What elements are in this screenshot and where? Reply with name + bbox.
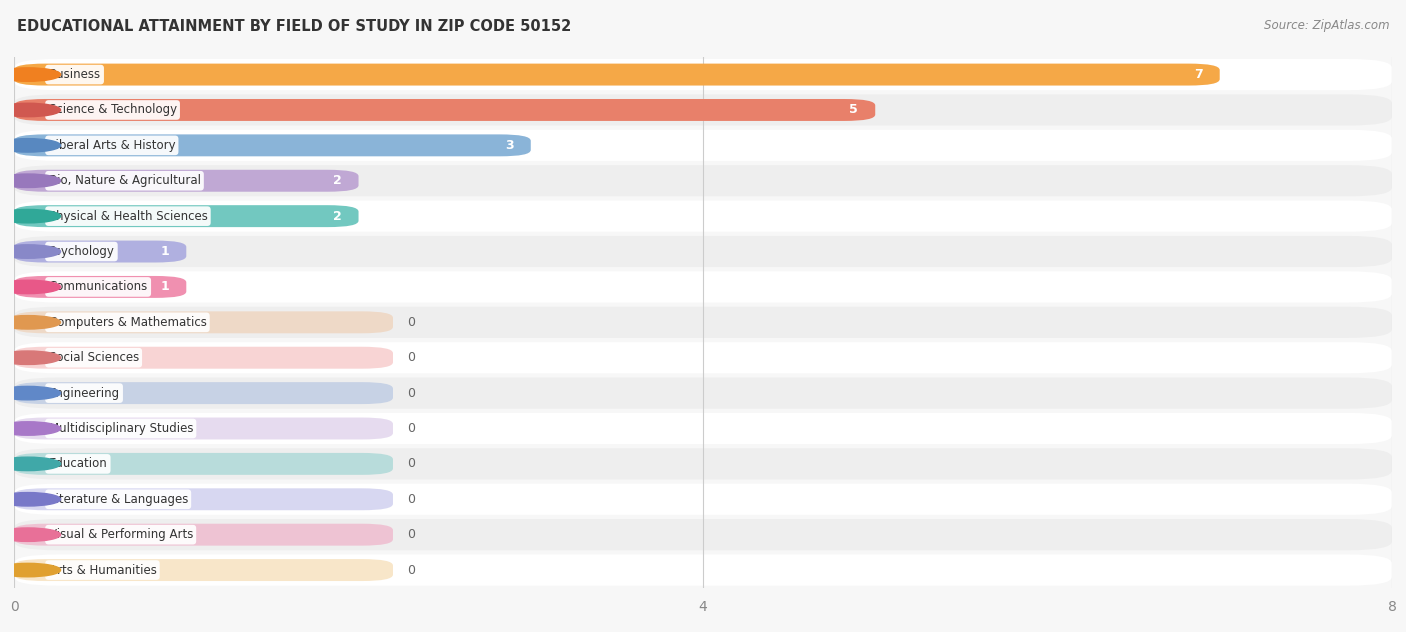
Circle shape <box>0 492 60 506</box>
Text: Arts & Humanities: Arts & Humanities <box>48 564 156 576</box>
Text: 0: 0 <box>406 564 415 576</box>
Circle shape <box>0 528 60 542</box>
Text: Education: Education <box>48 458 107 470</box>
Circle shape <box>0 68 60 82</box>
Text: 0: 0 <box>406 387 415 399</box>
Text: Computers & Mathematics: Computers & Mathematics <box>48 316 207 329</box>
Text: 2: 2 <box>333 210 342 222</box>
Circle shape <box>0 138 60 152</box>
Text: Social Sciences: Social Sciences <box>48 351 139 364</box>
Circle shape <box>0 563 60 577</box>
Text: Visual & Performing Arts: Visual & Performing Arts <box>48 528 193 541</box>
FancyBboxPatch shape <box>14 382 394 404</box>
Circle shape <box>0 422 60 435</box>
Text: Bio, Nature & Agricultural: Bio, Nature & Agricultural <box>48 174 201 187</box>
Circle shape <box>0 315 60 329</box>
FancyBboxPatch shape <box>14 519 1392 550</box>
Circle shape <box>0 457 60 471</box>
FancyBboxPatch shape <box>14 99 875 121</box>
FancyBboxPatch shape <box>14 413 1392 444</box>
FancyBboxPatch shape <box>14 205 359 227</box>
FancyBboxPatch shape <box>14 453 394 475</box>
FancyBboxPatch shape <box>14 483 1392 515</box>
FancyBboxPatch shape <box>14 276 186 298</box>
Text: Business: Business <box>48 68 101 81</box>
FancyBboxPatch shape <box>14 559 394 581</box>
FancyBboxPatch shape <box>14 236 1392 267</box>
FancyBboxPatch shape <box>14 448 1392 480</box>
FancyBboxPatch shape <box>14 524 394 545</box>
FancyBboxPatch shape <box>14 347 394 368</box>
Circle shape <box>0 209 60 223</box>
Text: 5: 5 <box>849 104 858 116</box>
Circle shape <box>0 245 60 258</box>
FancyBboxPatch shape <box>14 59 1392 90</box>
FancyBboxPatch shape <box>14 130 1392 161</box>
FancyBboxPatch shape <box>14 64 1219 85</box>
Circle shape <box>0 280 60 294</box>
FancyBboxPatch shape <box>14 200 1392 232</box>
FancyBboxPatch shape <box>14 342 1392 374</box>
FancyBboxPatch shape <box>14 489 394 510</box>
Circle shape <box>0 103 60 117</box>
Text: 0: 0 <box>406 528 415 541</box>
Text: Engineering: Engineering <box>48 387 120 399</box>
Text: Multidisciplinary Studies: Multidisciplinary Studies <box>48 422 193 435</box>
FancyBboxPatch shape <box>14 377 1392 409</box>
FancyBboxPatch shape <box>14 170 359 191</box>
Text: Source: ZipAtlas.com: Source: ZipAtlas.com <box>1264 19 1389 32</box>
FancyBboxPatch shape <box>14 135 531 156</box>
Text: Psychology: Psychology <box>48 245 114 258</box>
Text: Literature & Languages: Literature & Languages <box>48 493 188 506</box>
Text: 0: 0 <box>406 493 415 506</box>
Text: Communications: Communications <box>48 281 148 293</box>
FancyBboxPatch shape <box>14 307 1392 338</box>
FancyBboxPatch shape <box>14 241 186 262</box>
Text: 1: 1 <box>160 245 169 258</box>
Text: Physical & Health Sciences: Physical & Health Sciences <box>48 210 207 222</box>
Text: Liberal Arts & History: Liberal Arts & History <box>48 139 176 152</box>
Text: EDUCATIONAL ATTAINMENT BY FIELD OF STUDY IN ZIP CODE 50152: EDUCATIONAL ATTAINMENT BY FIELD OF STUDY… <box>17 19 571 34</box>
Text: 0: 0 <box>406 422 415 435</box>
Circle shape <box>0 386 60 400</box>
FancyBboxPatch shape <box>14 312 394 333</box>
Text: 7: 7 <box>1194 68 1202 81</box>
Circle shape <box>0 174 60 188</box>
FancyBboxPatch shape <box>14 165 1392 197</box>
FancyBboxPatch shape <box>14 271 1392 303</box>
Text: 2: 2 <box>333 174 342 187</box>
Text: 0: 0 <box>406 458 415 470</box>
Text: 0: 0 <box>406 316 415 329</box>
Text: 1: 1 <box>160 281 169 293</box>
Circle shape <box>0 351 60 365</box>
FancyBboxPatch shape <box>14 418 394 439</box>
Text: 0: 0 <box>406 351 415 364</box>
FancyBboxPatch shape <box>14 94 1392 126</box>
Text: 3: 3 <box>505 139 513 152</box>
FancyBboxPatch shape <box>14 554 1392 586</box>
Text: Science & Technology: Science & Technology <box>48 104 177 116</box>
